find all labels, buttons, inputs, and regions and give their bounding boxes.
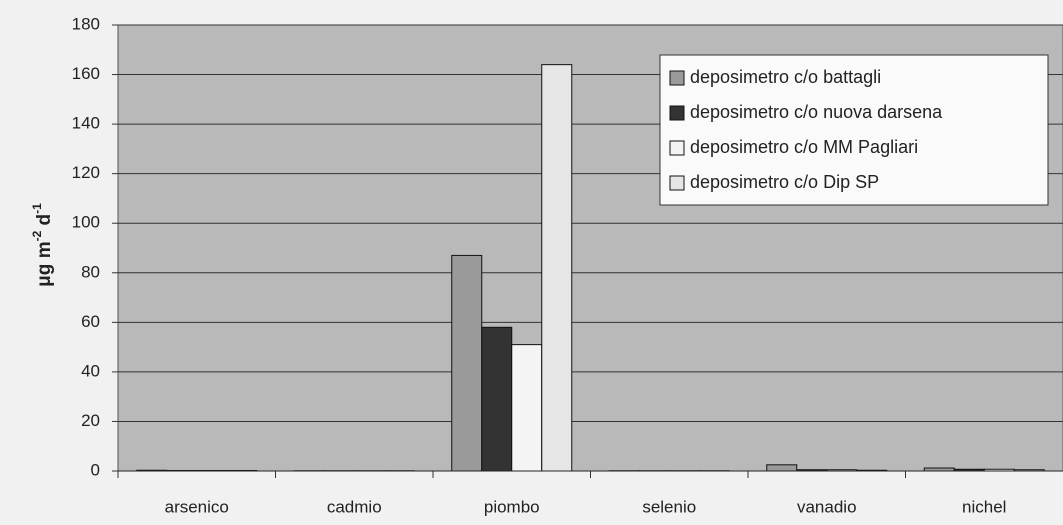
y-tick-label: 20	[81, 411, 100, 430]
legend-label: deposimetro c/o battagli	[690, 67, 881, 87]
legend-swatch	[669, 175, 685, 191]
y-tick-label: 140	[72, 114, 100, 133]
legend-box	[659, 54, 1049, 206]
x-tick-label: cadmio	[327, 497, 382, 516]
legend-label: deposimetro c/o MM Pagliari	[690, 137, 918, 157]
legend-swatch	[669, 70, 685, 86]
x-tick-label: piombo	[484, 497, 540, 516]
y-tick-label: 100	[72, 213, 100, 232]
x-tick-label: nichel	[962, 497, 1006, 516]
y-tick-label: 0	[91, 460, 100, 479]
y-axis-label-part: μg m	[34, 241, 55, 286]
y-tick-label: 180	[72, 14, 100, 33]
y-axis-label-part: d	[34, 214, 55, 231]
x-tick-label: vanadio	[797, 497, 857, 516]
legend-swatch	[669, 105, 685, 121]
y-axis-label-part: -2	[30, 230, 44, 241]
legend-label: deposimetro c/o nuova darsena	[690, 102, 943, 122]
y-tick-label: 120	[72, 163, 100, 182]
legend-label: deposimetro c/o Dip SP	[690, 172, 879, 192]
bar	[451, 254, 483, 472]
y-axis-label: μg m-2 d-1	[30, 203, 55, 287]
x-tick-label: arsenico	[165, 497, 229, 516]
bar	[481, 326, 513, 472]
y-tick-label: 60	[81, 312, 100, 331]
bar	[541, 64, 573, 472]
y-tick-label: 40	[81, 361, 100, 380]
x-tick-label: selenio	[642, 497, 696, 516]
legend-swatch	[669, 140, 685, 156]
bar	[766, 464, 798, 472]
y-tick-label: 80	[81, 262, 100, 281]
y-tick-label: 160	[72, 64, 100, 83]
y-axis-label-part: -1	[30, 203, 44, 214]
legend: deposimetro c/o battagli deposimetro c/o …	[659, 54, 1049, 206]
bar	[511, 344, 543, 472]
